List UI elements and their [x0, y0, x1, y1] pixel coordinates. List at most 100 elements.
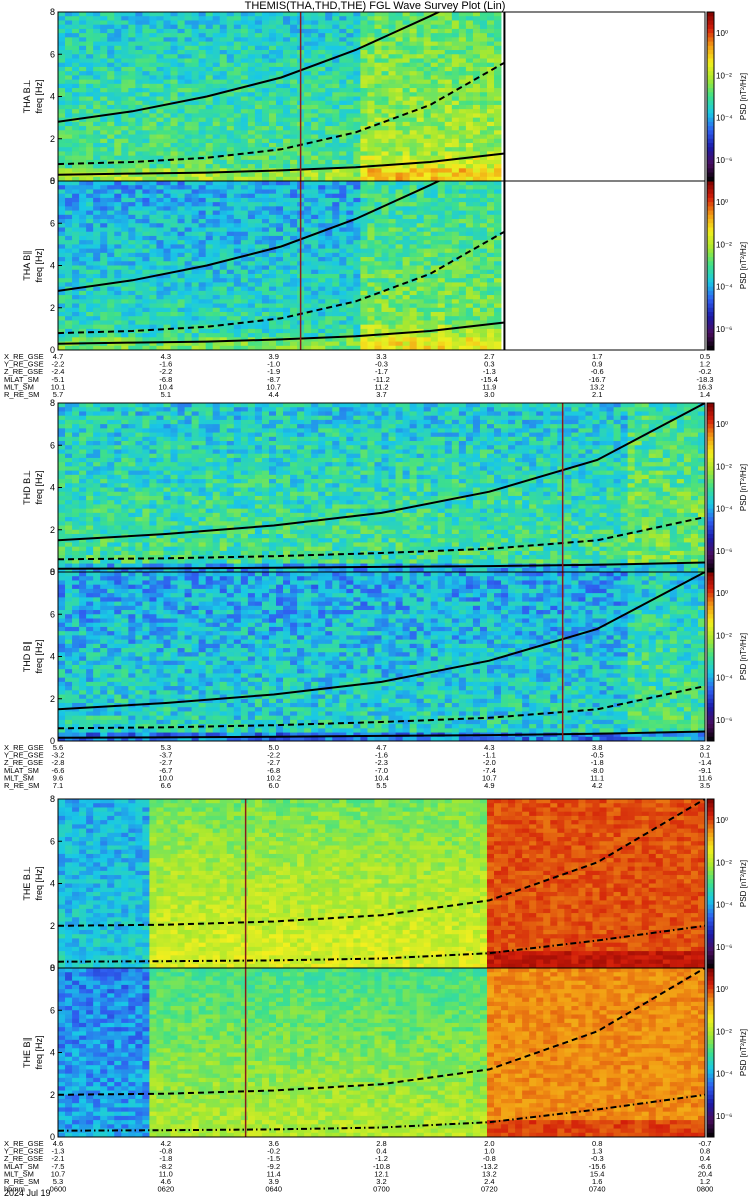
spectrogram-cell: [226, 231, 235, 237]
spectrogram-cell: [353, 273, 361, 279]
spectrogram-cell: [402, 71, 411, 76]
spectrogram-cell: [79, 155, 87, 161]
spectrogram-cell: [276, 113, 284, 119]
spectrogram-cell: [444, 295, 453, 300]
spectrogram-cell: [156, 223, 164, 228]
spectrogram-cell: [409, 320, 418, 326]
spectrogram-cell: [247, 109, 256, 114]
spectrogram-cell: [135, 71, 143, 76]
spectrogram-cell: [205, 244, 214, 250]
spectrogram-cell: [430, 193, 439, 199]
spectrogram-cell: [93, 147, 101, 152]
spectrogram-cell: [374, 79, 382, 85]
spectrogram-cell: [339, 24, 347, 30]
spectrogram-cell: [233, 282, 242, 288]
spectrogram-cell: [283, 134, 291, 140]
spectrogram-cell: [304, 206, 312, 211]
spectrogram-cell: [114, 41, 122, 47]
spectrogram-cell: [261, 121, 270, 127]
spectrogram-cell: [184, 24, 193, 30]
spectrogram-cell: [388, 223, 396, 228]
spectrogram-cell: [423, 185, 432, 190]
spectrogram-cell: [100, 41, 108, 47]
spectrogram-cell: [318, 282, 326, 288]
spectrogram-cell: [388, 71, 396, 76]
spectrogram-cell: [479, 121, 488, 127]
spectrogram-cell: [353, 50, 361, 55]
spectrogram-cell: [388, 37, 396, 42]
spectrogram-cell: [107, 54, 115, 59]
spectrogram-cell: [205, 185, 214, 190]
spectrogram-cell: [486, 37, 495, 42]
spectrogram-cell: [388, 104, 396, 110]
spectrogram-cell: [254, 328, 263, 334]
spectrogram-cell: [142, 328, 150, 334]
spectrogram-cell: [163, 159, 171, 165]
spectrogram-cell: [79, 290, 87, 296]
spectrogram-cell: [121, 290, 129, 296]
spectrogram-cell: [339, 324, 347, 330]
spectrogram-cell: [170, 303, 178, 309]
spectrogram-cell: [416, 307, 425, 313]
spectrogram-cell: [268, 235, 277, 241]
spectrogram-cell: [472, 345, 481, 350]
spectrogram-cell: [325, 37, 333, 42]
spectrogram-cell: [247, 252, 256, 258]
spectrogram-cell: [191, 240, 200, 245]
spectrogram-cell: [494, 58, 502, 64]
spectrogram-cell: [254, 219, 263, 224]
spectrogram-cell: [276, 333, 284, 338]
spectrogram-cell: [177, 121, 185, 127]
spectrogram-cell: [472, 92, 481, 97]
spectrogram-cell: [374, 96, 382, 102]
spectrogram-cell: [325, 96, 333, 102]
spectrogram-cell: [219, 151, 228, 157]
spectrogram-cell: [156, 28, 164, 34]
spectrogram-cell: [290, 142, 298, 148]
spectrogram-cell: [486, 172, 495, 178]
spectrogram-cell: [339, 50, 347, 55]
spectrogram-cell: [135, 12, 143, 17]
spectrogram-cell: [423, 214, 432, 220]
spectrogram-cell: [360, 231, 368, 237]
spectrogram-cell: [135, 126, 143, 131]
spectrogram-cell: [367, 138, 375, 144]
spectrogram-cell: [458, 269, 467, 275]
spectrogram-cell: [156, 231, 164, 237]
spectrogram-cell: [451, 33, 460, 38]
spectrogram-cell: [205, 164, 214, 169]
spectrogram-cell: [163, 248, 171, 254]
spectrogram-cell: [346, 142, 354, 148]
spectrogram-cell: [451, 341, 460, 347]
spectrogram-cell: [93, 328, 101, 334]
spectrogram-cell: [381, 83, 389, 89]
spectrogram-cell: [304, 147, 312, 152]
spectrogram-cell: [156, 299, 164, 304]
spectrogram-cell: [472, 273, 481, 279]
spectrogram-cell: [374, 155, 382, 161]
spectrogram-cell: [226, 79, 235, 85]
spectrogram-cell: [479, 75, 488, 81]
spectrogram-cell: [332, 269, 340, 275]
spectrogram-cell: [444, 121, 453, 127]
spectrogram-cell: [226, 202, 235, 207]
spectrogram-cell: [325, 202, 333, 207]
spectrogram-cell: [472, 33, 481, 38]
spectrogram-cell: [184, 88, 193, 93]
spectrogram-cell: [318, 316, 326, 321]
spectrogram-cell: [339, 92, 347, 97]
spectrogram-cell: [212, 269, 221, 275]
spectrogram-cell: [367, 328, 375, 334]
spectrogram-cell: [423, 269, 432, 275]
spectrogram-cell: [261, 113, 270, 119]
spectrogram-cell: [479, 88, 488, 93]
spectrogram-cell: [444, 299, 453, 304]
spectrogram-cell: [79, 316, 87, 321]
spectrogram-cell: [156, 24, 164, 30]
spectrogram-cell: [184, 164, 193, 169]
spectrogram-cell: [191, 159, 200, 165]
spectrogram-cell: [444, 164, 453, 169]
spectrogram-cell: [465, 223, 474, 228]
spectrogram-cell: [388, 138, 396, 144]
spectrogram-cell: [353, 240, 361, 245]
